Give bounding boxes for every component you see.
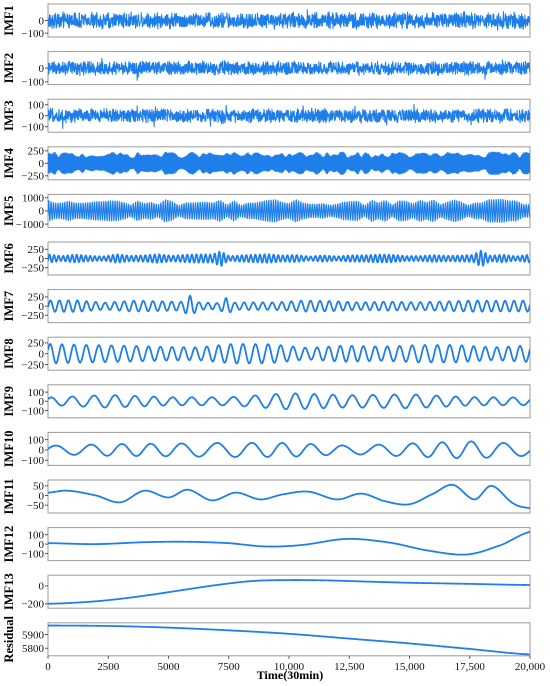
panel-imf6: 2500−250 IMF6 [2, 241, 531, 276]
panel-label: IMF10 [2, 430, 16, 467]
y-tick-label: −100 [21, 405, 44, 417]
y-tick-label: 50 [33, 481, 45, 493]
panel-frame [47, 384, 531, 419]
series-line-imf8 [48, 343, 530, 365]
y-tick-label: 100 [28, 529, 45, 541]
panel-imf7: 2500−250 IMF7 [2, 289, 531, 324]
series-line-imf6 [48, 249, 530, 267]
y-tick-label: 0 [39, 539, 45, 551]
panel-frame [47, 336, 531, 371]
y-tick-label: 0 [39, 490, 45, 502]
x-tick-label: 5000 [158, 661, 181, 673]
x-axis: 0 2500 5000 7500 10,000 12,500 15,000 17,500 20,… [45, 655, 546, 673]
y-tick-label: −250 [21, 171, 44, 183]
series-line-imf7 [48, 294, 530, 315]
panel-label: IMF2 [2, 53, 16, 84]
panel-frame [47, 479, 531, 514]
panel-imf9: 1000−100 IMF9 [2, 384, 531, 419]
panel-label: Residual [2, 616, 16, 663]
y-tick-label: 0 [39, 253, 45, 265]
y-tick-label: 0 [39, 301, 45, 313]
panel-label: IMF4 [2, 147, 16, 178]
y-tick-label: 0 [39, 349, 45, 361]
panel-label: IMF7 [2, 291, 16, 322]
panel-residual: 5900 5800 Residual [2, 616, 531, 663]
y-tick-label: 0 [39, 63, 45, 75]
panel-imf8: 2500−250 IMF8 [2, 336, 531, 371]
series-line-imf1 [48, 9, 530, 31]
y-tick-label: 0 [39, 581, 45, 593]
x-tick-label: 2500 [97, 661, 120, 673]
series-line-imf4 [48, 151, 530, 176]
panel-frame [47, 527, 531, 562]
x-tick-label: 15,000 [394, 661, 425, 673]
panel-imf10: 1000−100 IMF10 [2, 430, 531, 467]
panel-label: IMF8 [2, 338, 16, 369]
panel-label: IMF5 [2, 196, 16, 227]
panel-imf12: 1000−100 IMF12 [2, 526, 531, 563]
panel-label: IMF1 [2, 5, 16, 36]
y-tick-label: −100 [21, 77, 44, 89]
y-tick-label: −100 [21, 548, 44, 560]
series-line-imf5 [48, 198, 530, 223]
panel-imf3: 1000−100 IMF3 [2, 98, 531, 134]
series-line-imf12 [48, 530, 530, 556]
panel-frame [47, 622, 531, 657]
y-tick-label: −100 [21, 28, 44, 40]
series-line-residual [48, 624, 530, 656]
panel-imf4: 2500−250 IMF4 [2, 146, 531, 183]
x-tick-label: 7500 [218, 661, 241, 673]
y-tick-label: 250 [28, 338, 45, 350]
y-tick-label: 1000 [22, 193, 45, 205]
x-tick-label: 17,500 [455, 661, 486, 673]
panel-imf13: 0 −200 IMF13 [2, 573, 531, 611]
panel-label: IMF11 [2, 478, 16, 514]
y-tick-label: 250 [28, 244, 45, 256]
panel-label: IMF3 [2, 100, 16, 131]
y-tick-label: −100 [21, 455, 44, 467]
y-tick-label: 0 [39, 15, 45, 27]
y-tick-label: 250 [28, 292, 45, 304]
series-line-imf3 [48, 103, 530, 129]
panel-label: IMF9 [2, 386, 16, 417]
y-tick-label: 5800 [22, 643, 45, 655]
y-tick-label: 100 [28, 434, 45, 446]
y-tick-label: 5900 [22, 629, 45, 641]
x-tick-label: 20,000 [515, 661, 546, 673]
panel-imf11: 500−50 IMF11 [2, 478, 531, 515]
y-tick-label: 0 [39, 396, 45, 408]
series-line-imf2 [48, 57, 530, 81]
panel-label: IMF13 [2, 573, 16, 610]
y-tick-label: 0 [39, 445, 45, 457]
x-axis-title: Time(30min) [257, 668, 323, 682]
y-tick-label: −200 [21, 599, 44, 611]
y-tick-label: −250 [21, 359, 44, 371]
panel-imf1: 0−100 IMF1 [2, 3, 531, 40]
y-tick-label: 100 [28, 100, 45, 112]
x-tick-label: 0 [45, 661, 51, 673]
panel-imf2: 0 −100 IMF2 [2, 51, 531, 89]
series-line-imf13 [48, 579, 530, 605]
panel-label: IMF12 [2, 526, 16, 563]
y-tick-label: 100 [28, 387, 45, 399]
y-tick-label: −250 [21, 262, 44, 274]
series-line-imf10 [48, 440, 530, 460]
x-tick-label: 10,000 [274, 661, 305, 673]
series-line-imf9 [48, 392, 530, 411]
series-line-imf11 [48, 483, 530, 510]
y-tick-label: −1000 [16, 219, 45, 231]
y-tick-label: 0 [39, 158, 45, 170]
panel-label: IMF6 [2, 243, 16, 274]
x-tick-label: 12,500 [334, 661, 365, 673]
y-tick-label: 0 [39, 111, 45, 123]
y-tick-label: −250 [21, 310, 44, 322]
y-tick-label: −100 [21, 122, 44, 134]
y-tick-label: 250 [28, 146, 45, 158]
panels-layer: 0−100IMF10−100IMF21000−100IMF32500−250IM… [2, 3, 531, 663]
y-tick-label: −50 [27, 500, 45, 512]
y-tick-label: 0 [39, 206, 45, 218]
